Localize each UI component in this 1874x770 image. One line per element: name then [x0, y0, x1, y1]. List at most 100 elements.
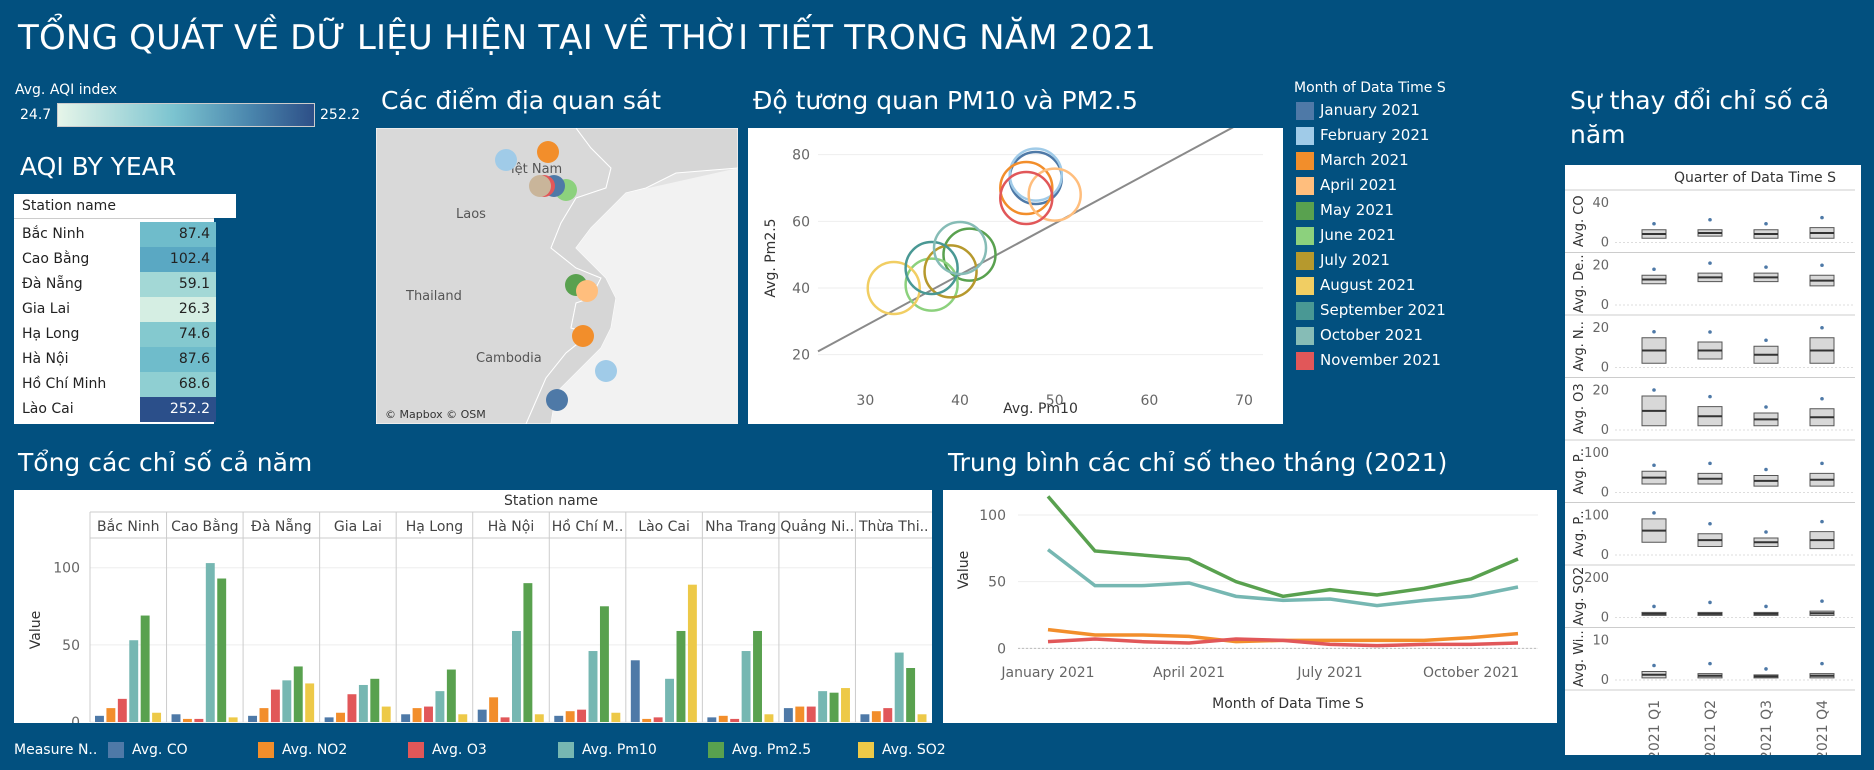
- bar[interactable]: [707, 717, 717, 722]
- scatter-point[interactable]: [904, 240, 959, 296]
- bar[interactable]: [741, 651, 751, 722]
- bar[interactable]: [687, 584, 697, 722]
- bar[interactable]: [282, 680, 292, 722]
- bar[interactable]: [129, 640, 139, 722]
- scatter-point[interactable]: [999, 160, 1054, 216]
- bar[interactable]: [730, 718, 740, 722]
- bar[interactable]: [435, 691, 445, 722]
- bar[interactable]: [841, 688, 850, 722]
- map-station-marker[interactable]: [495, 149, 517, 171]
- bar[interactable]: [401, 714, 411, 722]
- month-legend-item[interactable]: June 2021: [1296, 225, 1396, 245]
- measure-legend-item[interactable]: Avg. NO2: [258, 740, 347, 760]
- bar[interactable]: [270, 689, 280, 722]
- bar[interactable]: [205, 563, 215, 722]
- month-legend-item[interactable]: February 2021: [1296, 125, 1429, 145]
- aqi-table-row[interactable]: Cao Bằng 102.4: [14, 247, 216, 272]
- bar[interactable]: [95, 715, 104, 722]
- bar[interactable]: [500, 717, 510, 722]
- aqi-table-row[interactable]: Gia Lai 26.3: [14, 297, 216, 322]
- bar[interactable]: [424, 706, 433, 722]
- bar[interactable]: [324, 717, 334, 722]
- bar[interactable]: [588, 651, 598, 722]
- bar[interactable]: [795, 706, 805, 722]
- scatter-point[interactable]: [932, 220, 988, 276]
- scatter-point[interactable]: [1027, 167, 1082, 222]
- bar[interactable]: [259, 708, 269, 722]
- line-series[interactable]: [1047, 637, 1519, 648]
- line-chart[interactable]: 0 50 100 January 2021 April 2021 July 2021 Oct…: [943, 490, 1557, 723]
- measure-legend-item[interactable]: Avg. SO2: [858, 740, 946, 760]
- bar[interactable]: [642, 718, 652, 722]
- month-legend-item[interactable]: October 2021: [1296, 325, 1423, 345]
- scatter-point[interactable]: [942, 227, 997, 282]
- station-map[interactable]: Laos Thailand Cambodia iệt Nam © Mapbox …: [376, 128, 738, 424]
- aqi-table-row[interactable]: Đà Nẵng 59.1: [14, 272, 216, 297]
- bar[interactable]: [753, 630, 762, 722]
- bar[interactable]: [336, 712, 345, 722]
- measure-legend-item[interactable]: Avg. CO: [108, 740, 188, 760]
- aqi-table-row[interactable]: Hà Nội 87.6: [14, 347, 216, 372]
- month-legend-item[interactable]: August 2021: [1296, 275, 1415, 295]
- bar[interactable]: [523, 583, 533, 722]
- bar[interactable]: [171, 714, 181, 722]
- bar[interactable]: [599, 606, 609, 722]
- line-series[interactable]: [1046, 495, 1519, 599]
- scatter-point[interactable]: [999, 170, 1054, 226]
- map-station-marker[interactable]: [546, 389, 568, 411]
- aqi-table-row[interactable]: Bắc Ninh 87.4: [14, 222, 216, 247]
- bar[interactable]: [228, 717, 238, 722]
- bar[interactable]: [117, 698, 127, 722]
- bar[interactable]: [305, 683, 315, 722]
- month-legend-item[interactable]: January 2021: [1296, 100, 1420, 120]
- aqi-table-row[interactable]: Hồ Chí Minh 68.6: [14, 372, 216, 397]
- bar[interactable]: [446, 669, 456, 722]
- bar[interactable]: [106, 708, 116, 722]
- bar[interactable]: [358, 684, 368, 722]
- bar[interactable]: [217, 578, 227, 722]
- line-series[interactable]: [1046, 548, 1519, 608]
- bar[interactable]: [764, 714, 774, 722]
- aqi-table-row[interactable]: Lào Cai 252.2: [14, 397, 216, 422]
- bar[interactable]: [906, 668, 916, 722]
- bar[interactable]: [194, 718, 204, 722]
- scatter-point[interactable]: [904, 257, 959, 312]
- bar-chart[interactable]: Station name 0 50 100 Value Bắc Ninh Cao Bằng Đ…: [14, 490, 932, 731]
- map-station-marker[interactable]: [595, 360, 617, 382]
- month-legend-item[interactable]: September 2021: [1296, 300, 1446, 320]
- bar[interactable]: [477, 709, 487, 722]
- scatter-point[interactable]: [866, 260, 921, 316]
- map-station-marker[interactable]: [537, 141, 559, 163]
- bar[interactable]: [783, 708, 793, 722]
- map-station-marker[interactable]: [572, 325, 594, 347]
- map-station-marker[interactable]: [529, 175, 551, 197]
- bar[interactable]: [630, 660, 640, 722]
- bar[interactable]: [665, 678, 675, 722]
- scatter-point[interactable]: [1008, 147, 1064, 202]
- bar[interactable]: [894, 652, 904, 722]
- bar[interactable]: [577, 709, 587, 722]
- bar[interactable]: [917, 714, 927, 722]
- bar[interactable]: [412, 708, 422, 722]
- measure-legend-item[interactable]: Avg. Pm10: [558, 740, 657, 760]
- bar[interactable]: [829, 692, 839, 722]
- measure-legend-item[interactable]: Avg. Pm2.5: [708, 740, 811, 760]
- bar[interactable]: [611, 712, 621, 722]
- bar[interactable]: [534, 714, 544, 722]
- month-legend-item[interactable]: May 2021: [1296, 200, 1394, 220]
- bar[interactable]: [871, 711, 881, 722]
- bar[interactable]: [860, 714, 870, 722]
- month-legend-item[interactable]: April 2021: [1296, 175, 1397, 195]
- bar[interactable]: [489, 697, 499, 722]
- scatter-chart[interactable]: 20 40 60 80 30 40 50 60 70 Avg. Pm10 Avg. Pm2.5: [748, 120, 1283, 424]
- scatter-point[interactable]: [923, 244, 978, 299]
- bar[interactable]: [293, 666, 303, 722]
- bar[interactable]: [883, 708, 893, 722]
- month-legend-item[interactable]: July 2021: [1296, 250, 1390, 270]
- bar[interactable]: [140, 615, 150, 722]
- bar[interactable]: [152, 712, 162, 722]
- bar[interactable]: [512, 630, 521, 722]
- bar[interactable]: [458, 714, 468, 722]
- month-legend-item[interactable]: November 2021: [1296, 350, 1441, 370]
- bar[interactable]: [718, 715, 728, 722]
